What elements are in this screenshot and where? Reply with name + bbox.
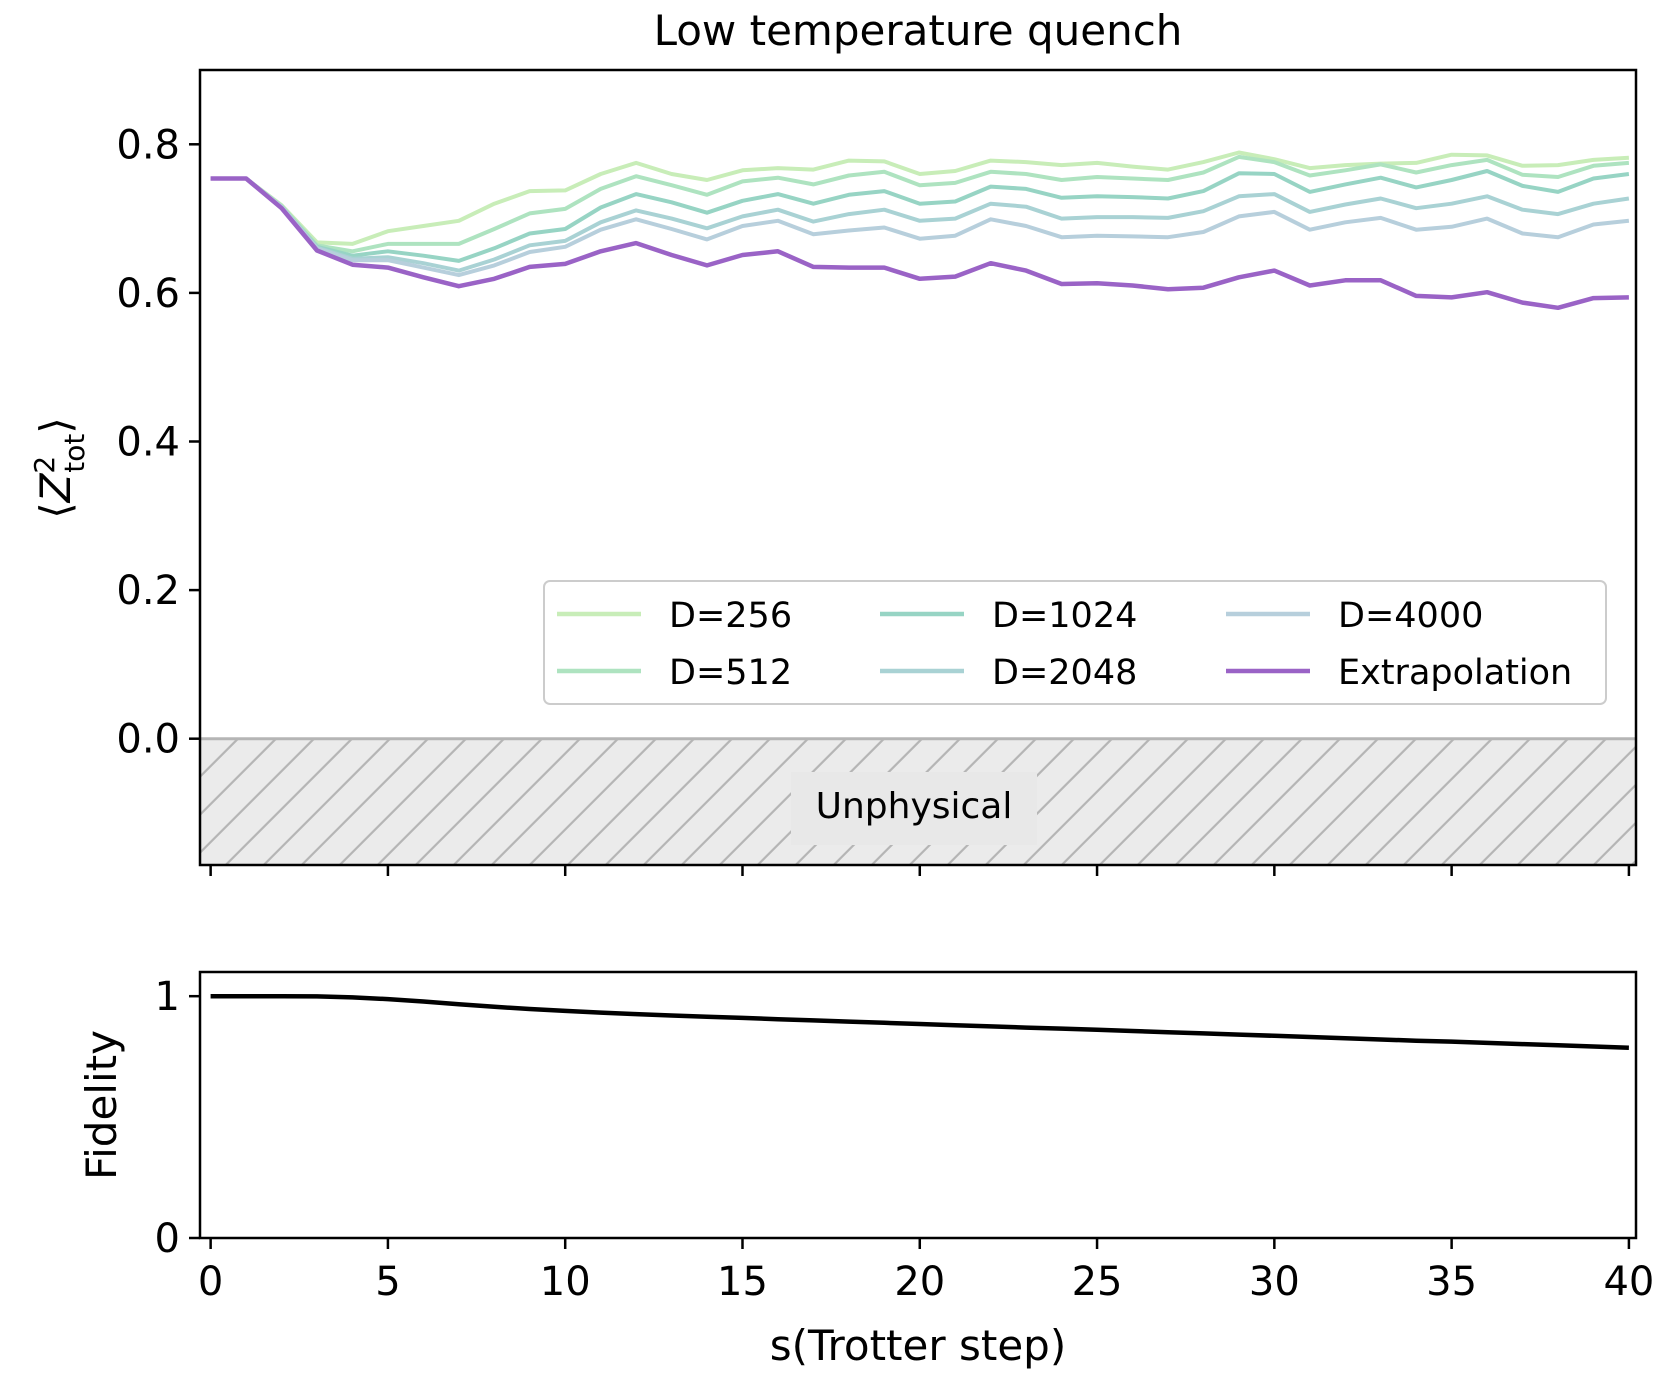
hatch-line <box>528 737 657 865</box>
hatch-line <box>680 737 809 865</box>
hatch-line <box>224 737 353 865</box>
hatch-line <box>642 737 771 865</box>
hatch-line <box>718 737 847 865</box>
top-x-axis <box>209 865 1631 876</box>
hatch-line <box>1364 737 1493 865</box>
hatch-line <box>604 737 733 865</box>
bottom-xtick-label: 40 <box>1603 1259 1654 1305</box>
series-line-d-512 <box>210 154 1630 254</box>
bottom-x-axis-label: s(Trotter step) <box>770 1321 1066 1370</box>
legend: D=256 D=512 D=1024 D=2048 D=4000 Extrapolatio… <box>543 580 1607 705</box>
bottom-xtick-label: 0 <box>198 1259 223 1305</box>
hatch-line <box>262 737 391 865</box>
series-line-fidelity <box>210 993 1629 1050</box>
hatch-line <box>200 737 239 779</box>
top-y-axis: 0.0 0.2 0.4 0.6 0.8 <box>116 122 200 763</box>
series-line-d-4000 <box>210 176 1630 278</box>
bottom-xtick-label: 35 <box>1426 1259 1477 1305</box>
ylabel-sup: 2 <box>28 456 61 474</box>
legend-label-d-256: D=256 <box>669 596 792 636</box>
bottom-plot-frame <box>198 970 1638 1240</box>
hatch-line <box>200 737 315 855</box>
hatch-line <box>1022 737 1151 865</box>
hatch-line <box>1136 737 1265 865</box>
series-line-d-256 <box>210 150 1630 246</box>
bottom-xtick-label: 5 <box>375 1259 400 1305</box>
series-line-d-1024 <box>210 169 1630 263</box>
ylabel-sub: tot <box>58 434 91 473</box>
hatch-line <box>1174 737 1303 865</box>
hatch-line <box>452 737 581 865</box>
top-ytick-label: 0.8 <box>116 122 180 168</box>
unphysical-region: Unphysical <box>200 737 1636 865</box>
hatch-line <box>1060 737 1189 865</box>
hatch-line <box>1098 737 1227 865</box>
hatch-line <box>1250 737 1379 865</box>
hatch-line <box>1554 783 1636 865</box>
hatch-line <box>1516 745 1636 865</box>
top-ytick-label: 0.6 <box>116 271 180 317</box>
hatch-line <box>376 737 505 865</box>
hatch-line <box>566 737 695 865</box>
legend-label-d-512: D=512 <box>669 653 792 693</box>
bottom-ytick-label: 1 <box>155 974 180 1020</box>
ylabel-close: ⟩ <box>31 417 80 433</box>
bottom-series <box>210 993 1629 1050</box>
legend-label-extrapolation: Extrapolation <box>1338 653 1572 693</box>
hatch-line <box>1478 737 1607 865</box>
ylabel-base: Z <box>31 472 80 503</box>
bottom-xtick-label: 15 <box>717 1259 768 1305</box>
top-ytick-label: 0.2 <box>116 568 180 614</box>
top-ytick-label: 0.4 <box>116 419 180 465</box>
legend-label-d-4000: D=4000 <box>1338 596 1483 636</box>
bottom-x-axis: 0 5 10 15 20 25 30 35 40 <box>198 1238 1654 1305</box>
top-y-axis-label: ⟨Z2tot⟩ <box>28 417 91 518</box>
hatch-line <box>490 737 619 865</box>
unphysical-label: Unphysical <box>816 786 1013 827</box>
hatch-line <box>414 737 543 865</box>
hatch-line <box>1288 737 1417 865</box>
bottom-xtick-label: 20 <box>894 1259 945 1305</box>
top-plot-frame <box>198 68 1638 867</box>
bottom-xtick-label: 25 <box>1072 1259 1123 1305</box>
bottom-y-axis: 01 <box>155 974 200 1262</box>
bottom-xtick-label: 10 <box>540 1259 591 1305</box>
hatch-line <box>200 737 277 817</box>
top-series <box>210 150 1630 311</box>
hatch-line <box>338 737 467 865</box>
hatch-line <box>1402 737 1531 865</box>
legend-label-d-1024: D=1024 <box>992 596 1137 636</box>
hatch-line <box>1592 821 1636 865</box>
legend-box <box>543 580 1607 705</box>
unphysical-label-box <box>791 772 1037 845</box>
hatch-line <box>1212 737 1341 865</box>
chart-title: Low temperature quench <box>654 6 1183 55</box>
legend-label-d-2048: D=2048 <box>992 653 1137 693</box>
bottom-xtick-label: 30 <box>1249 1259 1300 1305</box>
top-ytick-label: 0.0 <box>116 717 180 763</box>
hatch-line <box>1440 737 1569 865</box>
hatch-line <box>300 737 429 865</box>
bottom-ytick-label: 0 <box>155 1216 180 1262</box>
bottom-y-axis-label: Fidelity <box>77 1030 126 1180</box>
hatch-line <box>1326 737 1455 865</box>
series-line-d-2048 <box>210 176 1630 273</box>
ylabel-open: ⟨ <box>31 502 80 518</box>
series-line-extrapolation <box>210 176 1629 311</box>
